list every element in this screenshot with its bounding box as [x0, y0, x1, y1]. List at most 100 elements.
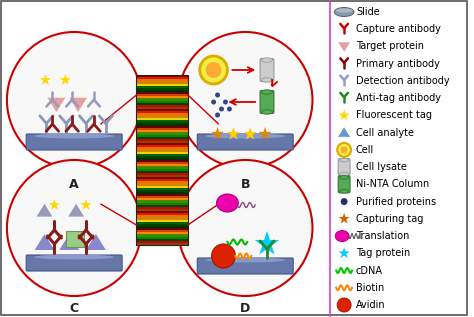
Bar — [137, 149, 188, 152]
Circle shape — [341, 146, 347, 153]
Ellipse shape — [205, 257, 285, 262]
Bar — [137, 156, 188, 158]
Circle shape — [200, 56, 228, 84]
Text: Slide: Slide — [356, 7, 380, 17]
Polygon shape — [244, 127, 257, 140]
Ellipse shape — [262, 90, 273, 94]
Bar — [137, 133, 188, 135]
Polygon shape — [255, 231, 279, 255]
FancyBboxPatch shape — [338, 158, 350, 176]
Circle shape — [7, 160, 141, 296]
Polygon shape — [49, 199, 60, 210]
Text: Detection antibody: Detection antibody — [356, 76, 450, 86]
Bar — [137, 75, 188, 78]
Bar — [137, 130, 188, 133]
Text: Primary antibody: Primary antibody — [356, 59, 440, 69]
Bar — [137, 139, 188, 141]
Polygon shape — [69, 98, 87, 112]
FancyBboxPatch shape — [26, 134, 122, 150]
Polygon shape — [59, 234, 79, 250]
Bar — [137, 122, 188, 124]
Bar — [137, 137, 188, 139]
Bar — [137, 109, 188, 112]
Bar — [137, 77, 188, 80]
Bar — [137, 100, 188, 103]
Ellipse shape — [340, 158, 348, 162]
Polygon shape — [338, 42, 350, 52]
Polygon shape — [211, 127, 224, 140]
FancyBboxPatch shape — [260, 90, 274, 113]
Ellipse shape — [262, 110, 273, 114]
Circle shape — [206, 62, 221, 78]
Bar — [137, 205, 188, 207]
Text: D: D — [240, 301, 250, 314]
Bar — [137, 213, 188, 216]
Text: C: C — [70, 301, 79, 314]
Bar — [137, 207, 188, 209]
Bar — [137, 200, 188, 203]
Bar — [137, 107, 188, 109]
Polygon shape — [81, 199, 91, 210]
Bar — [137, 181, 188, 184]
Bar — [137, 166, 188, 169]
Circle shape — [215, 93, 220, 98]
Bar — [137, 198, 188, 201]
Polygon shape — [338, 127, 350, 137]
Bar — [137, 232, 188, 235]
Bar — [137, 230, 188, 233]
Ellipse shape — [340, 172, 348, 176]
Bar — [137, 224, 188, 226]
Ellipse shape — [262, 78, 273, 82]
Text: B: B — [240, 178, 250, 191]
Polygon shape — [47, 98, 65, 112]
Bar — [137, 111, 188, 114]
Text: Ni-NTA Column: Ni-NTA Column — [356, 179, 429, 189]
Ellipse shape — [340, 176, 348, 179]
Bar — [137, 96, 188, 99]
Bar — [137, 134, 188, 137]
Polygon shape — [86, 234, 106, 250]
Bar — [137, 209, 188, 211]
Bar — [137, 239, 188, 241]
Bar — [137, 118, 188, 120]
Bar — [137, 222, 188, 224]
Polygon shape — [36, 204, 53, 217]
Polygon shape — [258, 127, 272, 140]
Ellipse shape — [34, 133, 114, 139]
Bar — [137, 120, 188, 122]
Text: Capture antibody: Capture antibody — [356, 24, 441, 34]
Text: cDNA: cDNA — [356, 266, 383, 275]
Circle shape — [337, 298, 351, 312]
Circle shape — [223, 100, 228, 105]
Bar — [137, 179, 188, 182]
Text: Tag protein: Tag protein — [356, 248, 410, 258]
Bar — [137, 173, 188, 175]
Bar — [137, 192, 188, 195]
Bar — [137, 236, 188, 239]
Polygon shape — [68, 204, 84, 217]
Text: Target protein: Target protein — [356, 42, 424, 51]
Bar — [137, 88, 188, 90]
Polygon shape — [338, 109, 350, 120]
Bar — [137, 145, 188, 148]
Bar — [137, 143, 188, 146]
Ellipse shape — [340, 190, 348, 193]
Bar — [137, 226, 188, 229]
Bar — [137, 175, 188, 178]
Ellipse shape — [262, 58, 273, 62]
Text: Biotin: Biotin — [356, 283, 384, 293]
FancyBboxPatch shape — [26, 255, 122, 271]
Bar — [137, 234, 188, 237]
Bar — [137, 152, 188, 154]
Bar — [137, 75, 188, 245]
Bar — [137, 243, 188, 245]
Bar — [137, 241, 188, 243]
Bar — [137, 217, 188, 220]
Bar — [137, 94, 188, 97]
Text: Cell lysate: Cell lysate — [356, 162, 407, 172]
Bar — [137, 219, 188, 222]
Polygon shape — [40, 74, 51, 85]
Bar — [137, 147, 188, 150]
Bar — [137, 126, 188, 129]
Ellipse shape — [335, 230, 349, 242]
